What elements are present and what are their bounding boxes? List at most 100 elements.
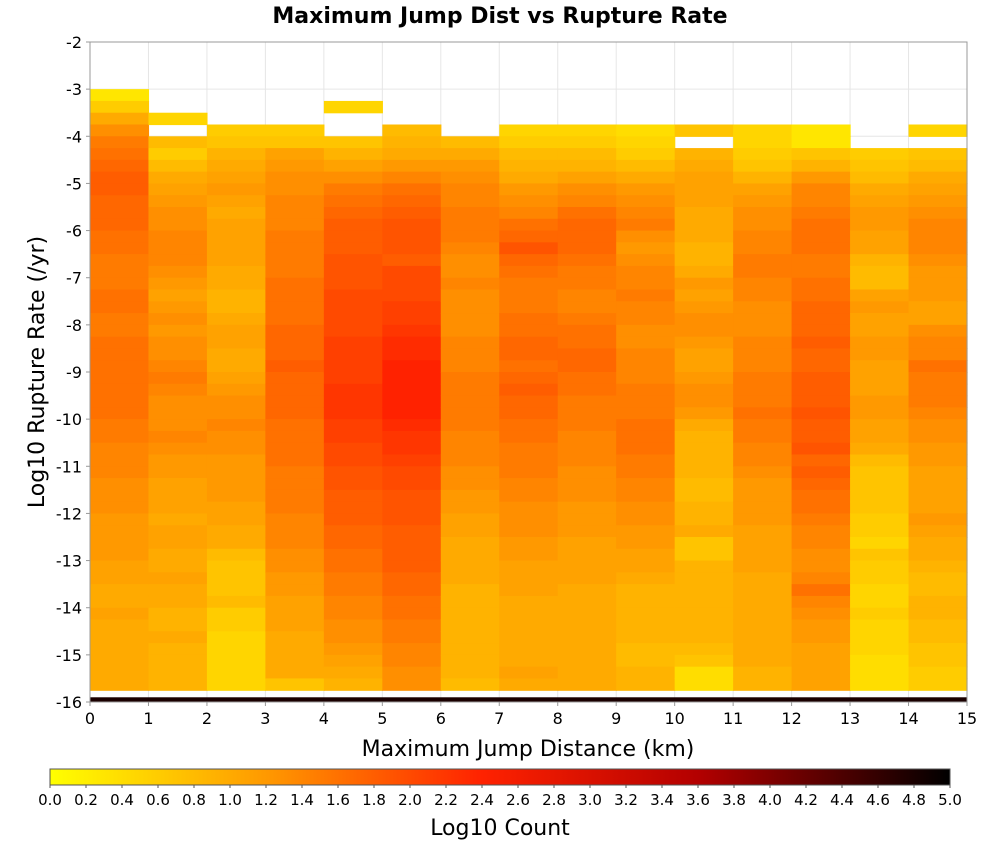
heatmap-cell [557,454,617,467]
heatmap-cell [323,159,383,173]
heatmap-cell [440,395,500,408]
heatmap-cell [733,360,793,373]
heatmap-cell [674,159,734,173]
heatmap-cell [791,501,851,515]
heatmap-cell [850,348,910,361]
heatmap-cell [499,525,559,538]
heatmap-cell [440,643,500,656]
heatmap-cell [206,183,266,196]
heatmap-cell [440,171,500,185]
heatmap-cell [323,478,383,491]
colorbar-tick-label: 4.2 [794,791,818,809]
heatmap-cell [557,372,617,385]
heatmap-cell [90,548,150,562]
heatmap-cell [557,148,617,161]
heatmap-cell [616,348,676,361]
heatmap-cell [850,454,910,467]
heatmap-cell [90,442,150,456]
heatmap-cell [499,619,559,632]
heatmap-cell [440,560,500,573]
heatmap-cell [908,242,968,255]
heatmap-cell [90,537,150,550]
heatmap-cell [850,207,910,220]
heatmap-cell [616,513,676,526]
heatmap-cell [382,301,442,314]
heatmap-cell [265,124,325,137]
heatmap-cell [674,619,734,632]
heatmap-cell [440,454,500,467]
heatmap-cell [733,419,793,432]
heatmap-cell [733,336,793,350]
heatmap-cell [265,195,325,208]
heatmap-cell [382,171,442,185]
heatmap-cell [791,265,851,279]
colorbar-tick-label: 1.2 [254,791,278,809]
heatmap-cell [206,324,266,338]
heatmap-cell [206,242,266,255]
heatmap-cell [850,513,910,526]
heatmap-cell [499,171,559,185]
heatmap-cell [440,466,500,479]
heatmap-cell [206,254,266,267]
heatmap-cell [382,654,442,668]
heatmap-cell [557,442,617,456]
heatmap-cell [616,537,676,550]
heatmap-cell [440,430,500,444]
heatmap-cell [557,478,617,491]
heatmap-cell [440,383,500,397]
heatmap-cell [616,654,676,668]
heatmap-cell [323,395,383,408]
heatmap-cell [733,148,793,161]
heatmap-cell [850,501,910,515]
heatmap-cell [265,148,325,161]
heatmap-cell [206,407,266,420]
heatmap-cell [440,654,500,668]
y-tick-label: -5 [66,174,82,193]
heatmap-cell [733,489,793,503]
heatmap-cell [616,289,676,302]
heatmap-cell [733,430,793,444]
heatmap-cell [791,430,851,444]
heatmap-cell [382,207,442,220]
heatmap-cell [850,537,910,550]
heatmap-cell [674,478,734,491]
heatmap-cell [90,112,150,126]
heatmap-cell [265,666,325,680]
heatmap-cell [616,124,676,137]
y-tick-label: -6 [66,222,82,241]
heatmap-cell [440,136,500,149]
heatmap-cell [791,525,851,538]
heatmap-cell [90,159,150,173]
heatmap-cell [148,607,208,621]
heatmap-cell [791,607,851,621]
heatmap-cell [323,619,383,632]
heatmap-cell [440,489,500,503]
heatmap-cell [674,430,734,444]
heatmap-cell [323,265,383,279]
heatmap-cell [557,560,617,573]
heatmap-cell [557,336,617,350]
heatmap-cell [733,383,793,397]
heatmap-cell [148,654,208,668]
heatmap-cell [850,148,910,161]
heatmap-cell [850,419,910,432]
heatmap-cell [733,207,793,220]
heatmap-cell [265,383,325,397]
heatmap-cell [90,313,150,326]
heatmap-cell [499,218,559,232]
heatmap-cell [323,230,383,243]
heatmap-cell [148,525,208,538]
heatmap-cell [499,242,559,255]
heatmap-cell [674,442,734,456]
heatmap-cell [148,513,208,526]
heatmap-cell [206,442,266,456]
heatmap-cell [90,584,150,597]
heatmap-cell [265,265,325,279]
heatmap-cell [733,619,793,632]
heatmap-cell [440,631,500,644]
heatmap-cell [206,383,266,397]
colorbar-tick-label: 3.4 [650,791,674,809]
heatmap-cell [206,289,266,302]
heatmap-cell [674,183,734,196]
heatmap-cell [148,678,208,691]
